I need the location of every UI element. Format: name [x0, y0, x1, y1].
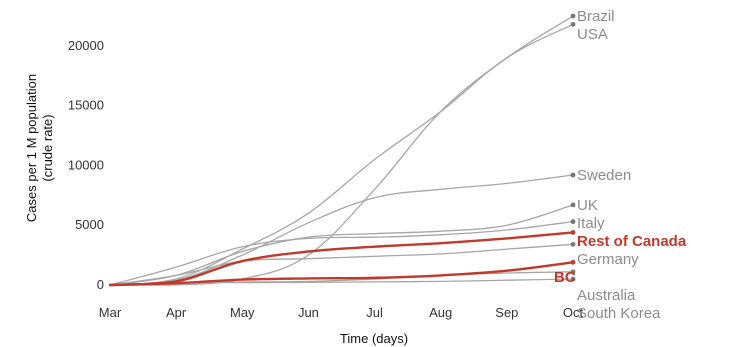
y-axis-title-line-1: Cases per 1 M population: [24, 74, 39, 222]
series-line-sweden: [109, 174, 574, 286]
y-axis-ticks: 0 5000 10000 15000 20000: [68, 38, 104, 292]
y-tick-label: 15000: [68, 98, 104, 113]
series-end-point-brazil: [570, 13, 576, 19]
series-label-bc: BC: [554, 269, 576, 286]
series-end-point-australia: [570, 269, 576, 275]
x-tick-label: Oct: [563, 305, 584, 320]
y-tick-label: 5000: [75, 217, 104, 232]
x-tick-label: May: [230, 305, 255, 320]
series-end-point-bc: [570, 259, 576, 265]
series-line-brazil: [109, 15, 574, 286]
y-tick-label: 20000: [68, 38, 104, 53]
series-line-germany: [109, 243, 574, 286]
series-end-point-usa: [570, 21, 576, 27]
y-axis-title-line-2: (crude rate): [40, 114, 55, 181]
series-label-italy: Italy: [577, 215, 605, 232]
series-label-south-korea: South Korea: [577, 305, 661, 322]
x-axis-ticks: Mar Apr May Jun Jul Aug Sep Oct: [99, 305, 584, 320]
series-line-bc: [108, 261, 575, 287]
series-end-point-south-korea: [570, 276, 576, 282]
y-axis-title: Cases per 1 M population (crude rate): [24, 74, 55, 222]
series-line-rest-of-canada: [108, 231, 575, 287]
series-label-brazil: Brazil: [577, 8, 615, 25]
y-tick-label: 10000: [68, 157, 104, 172]
series-label-sweden: Sweden: [577, 167, 631, 184]
series-label-germany: Germany: [577, 251, 639, 268]
x-tick-label: Jul: [366, 305, 383, 320]
series-label-uk: UK: [577, 197, 598, 214]
series-end-point-rest-of-canada: [570, 229, 576, 235]
y-tick-label: 0: [97, 277, 104, 292]
x-tick-label: Apr: [166, 305, 187, 320]
series-line-italy: [109, 220, 574, 286]
series-label-rest-of-canada: Rest of Canada: [577, 233, 687, 250]
x-tick-label: Mar: [99, 305, 122, 320]
series-label-usa: USA: [577, 26, 608, 43]
x-axis-title: Time (days): [340, 331, 408, 346]
series-end-point-uk: [570, 202, 576, 208]
x-tick-label: Sep: [495, 305, 518, 320]
series-lines: [108, 13, 576, 287]
series-line-usa: [109, 23, 574, 286]
series-end-point-sweden: [570, 172, 576, 178]
series-end-point-germany: [570, 241, 576, 247]
series-end-point-italy: [570, 219, 576, 225]
series-label-australia: Australia: [577, 287, 636, 304]
x-tick-label: Jun: [298, 305, 319, 320]
x-tick-label: Aug: [429, 305, 452, 320]
